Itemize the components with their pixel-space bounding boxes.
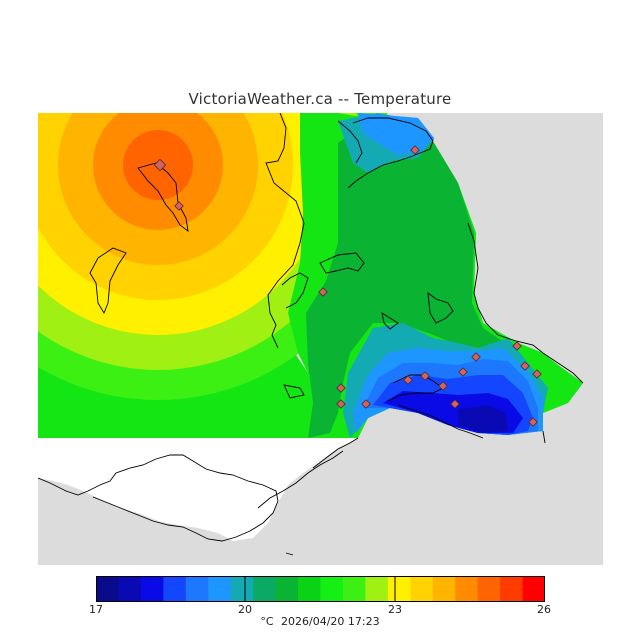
colorbar-swatch bbox=[298, 576, 321, 602]
colorbar-swatch bbox=[230, 576, 254, 602]
page-title: VictoriaWeather.ca -- Temperature bbox=[188, 90, 452, 108]
colorbar-swatch bbox=[96, 576, 119, 602]
station-marker[interactable] bbox=[410, 145, 420, 155]
station-marker[interactable] bbox=[512, 341, 522, 351]
colorbar-swatch bbox=[410, 576, 434, 602]
colorbar-swatch bbox=[163, 576, 187, 602]
station-marker[interactable] bbox=[438, 381, 448, 391]
colorbar-swatch bbox=[500, 576, 524, 602]
station-marker[interactable] bbox=[528, 417, 538, 427]
station-marker[interactable] bbox=[174, 201, 184, 211]
station-marker[interactable] bbox=[361, 399, 371, 409]
colorbar-swatch bbox=[455, 576, 479, 602]
station-marker[interactable] bbox=[532, 369, 542, 379]
colorbar-label-max: 26 bbox=[537, 603, 551, 616]
weather-stations bbox=[153, 145, 542, 427]
station-marker[interactable] bbox=[403, 375, 413, 385]
cold-field-blue5 bbox=[458, 405, 508, 433]
map-footer: °C 2026/04/20 17:23 bbox=[0, 615, 640, 628]
colorbar-label-23: 23 bbox=[388, 603, 402, 616]
colorbar-label-20: 20 bbox=[238, 603, 252, 616]
temperature-field-right-blue bbox=[358, 113, 434, 155]
colorbar-swatch bbox=[140, 576, 164, 602]
colorbar-swatch bbox=[477, 576, 501, 602]
station-marker[interactable] bbox=[153, 158, 167, 172]
colorbar-swatch bbox=[342, 576, 366, 602]
colorbar-border bbox=[96, 576, 545, 602]
station-marker[interactable] bbox=[520, 361, 530, 371]
temperature-map bbox=[38, 113, 603, 565]
colorbar-swatch bbox=[522, 576, 545, 602]
colorbar-swatch bbox=[208, 576, 232, 602]
colorbar-swatch bbox=[432, 576, 456, 602]
station-marker[interactable] bbox=[471, 352, 481, 362]
colorbar-swatch bbox=[253, 576, 277, 602]
unit-label: °C bbox=[260, 615, 274, 628]
coastlines bbox=[38, 113, 584, 556]
station-marker[interactable] bbox=[450, 399, 460, 409]
station-marker[interactable] bbox=[458, 367, 468, 377]
temperature-field-right-dark bbox=[306, 121, 508, 438]
colorbar-label-min: 17 bbox=[89, 603, 103, 616]
colorbar-swatch bbox=[387, 576, 411, 602]
station-marker[interactable] bbox=[336, 399, 346, 409]
timestamp: 2026/04/20 17:23 bbox=[281, 615, 380, 628]
temperature-colorbar bbox=[96, 576, 545, 602]
colorbar-swatch bbox=[118, 576, 142, 602]
colorbar-swatch bbox=[365, 576, 389, 602]
colorbar-swatch bbox=[275, 576, 299, 602]
station-marker[interactable] bbox=[318, 287, 328, 297]
colorbar-swatch bbox=[185, 576, 209, 602]
land-white bbox=[38, 438, 358, 541]
station-marker[interactable] bbox=[336, 383, 346, 393]
station-marker[interactable] bbox=[420, 371, 430, 381]
colorbar-swatch bbox=[320, 576, 344, 602]
